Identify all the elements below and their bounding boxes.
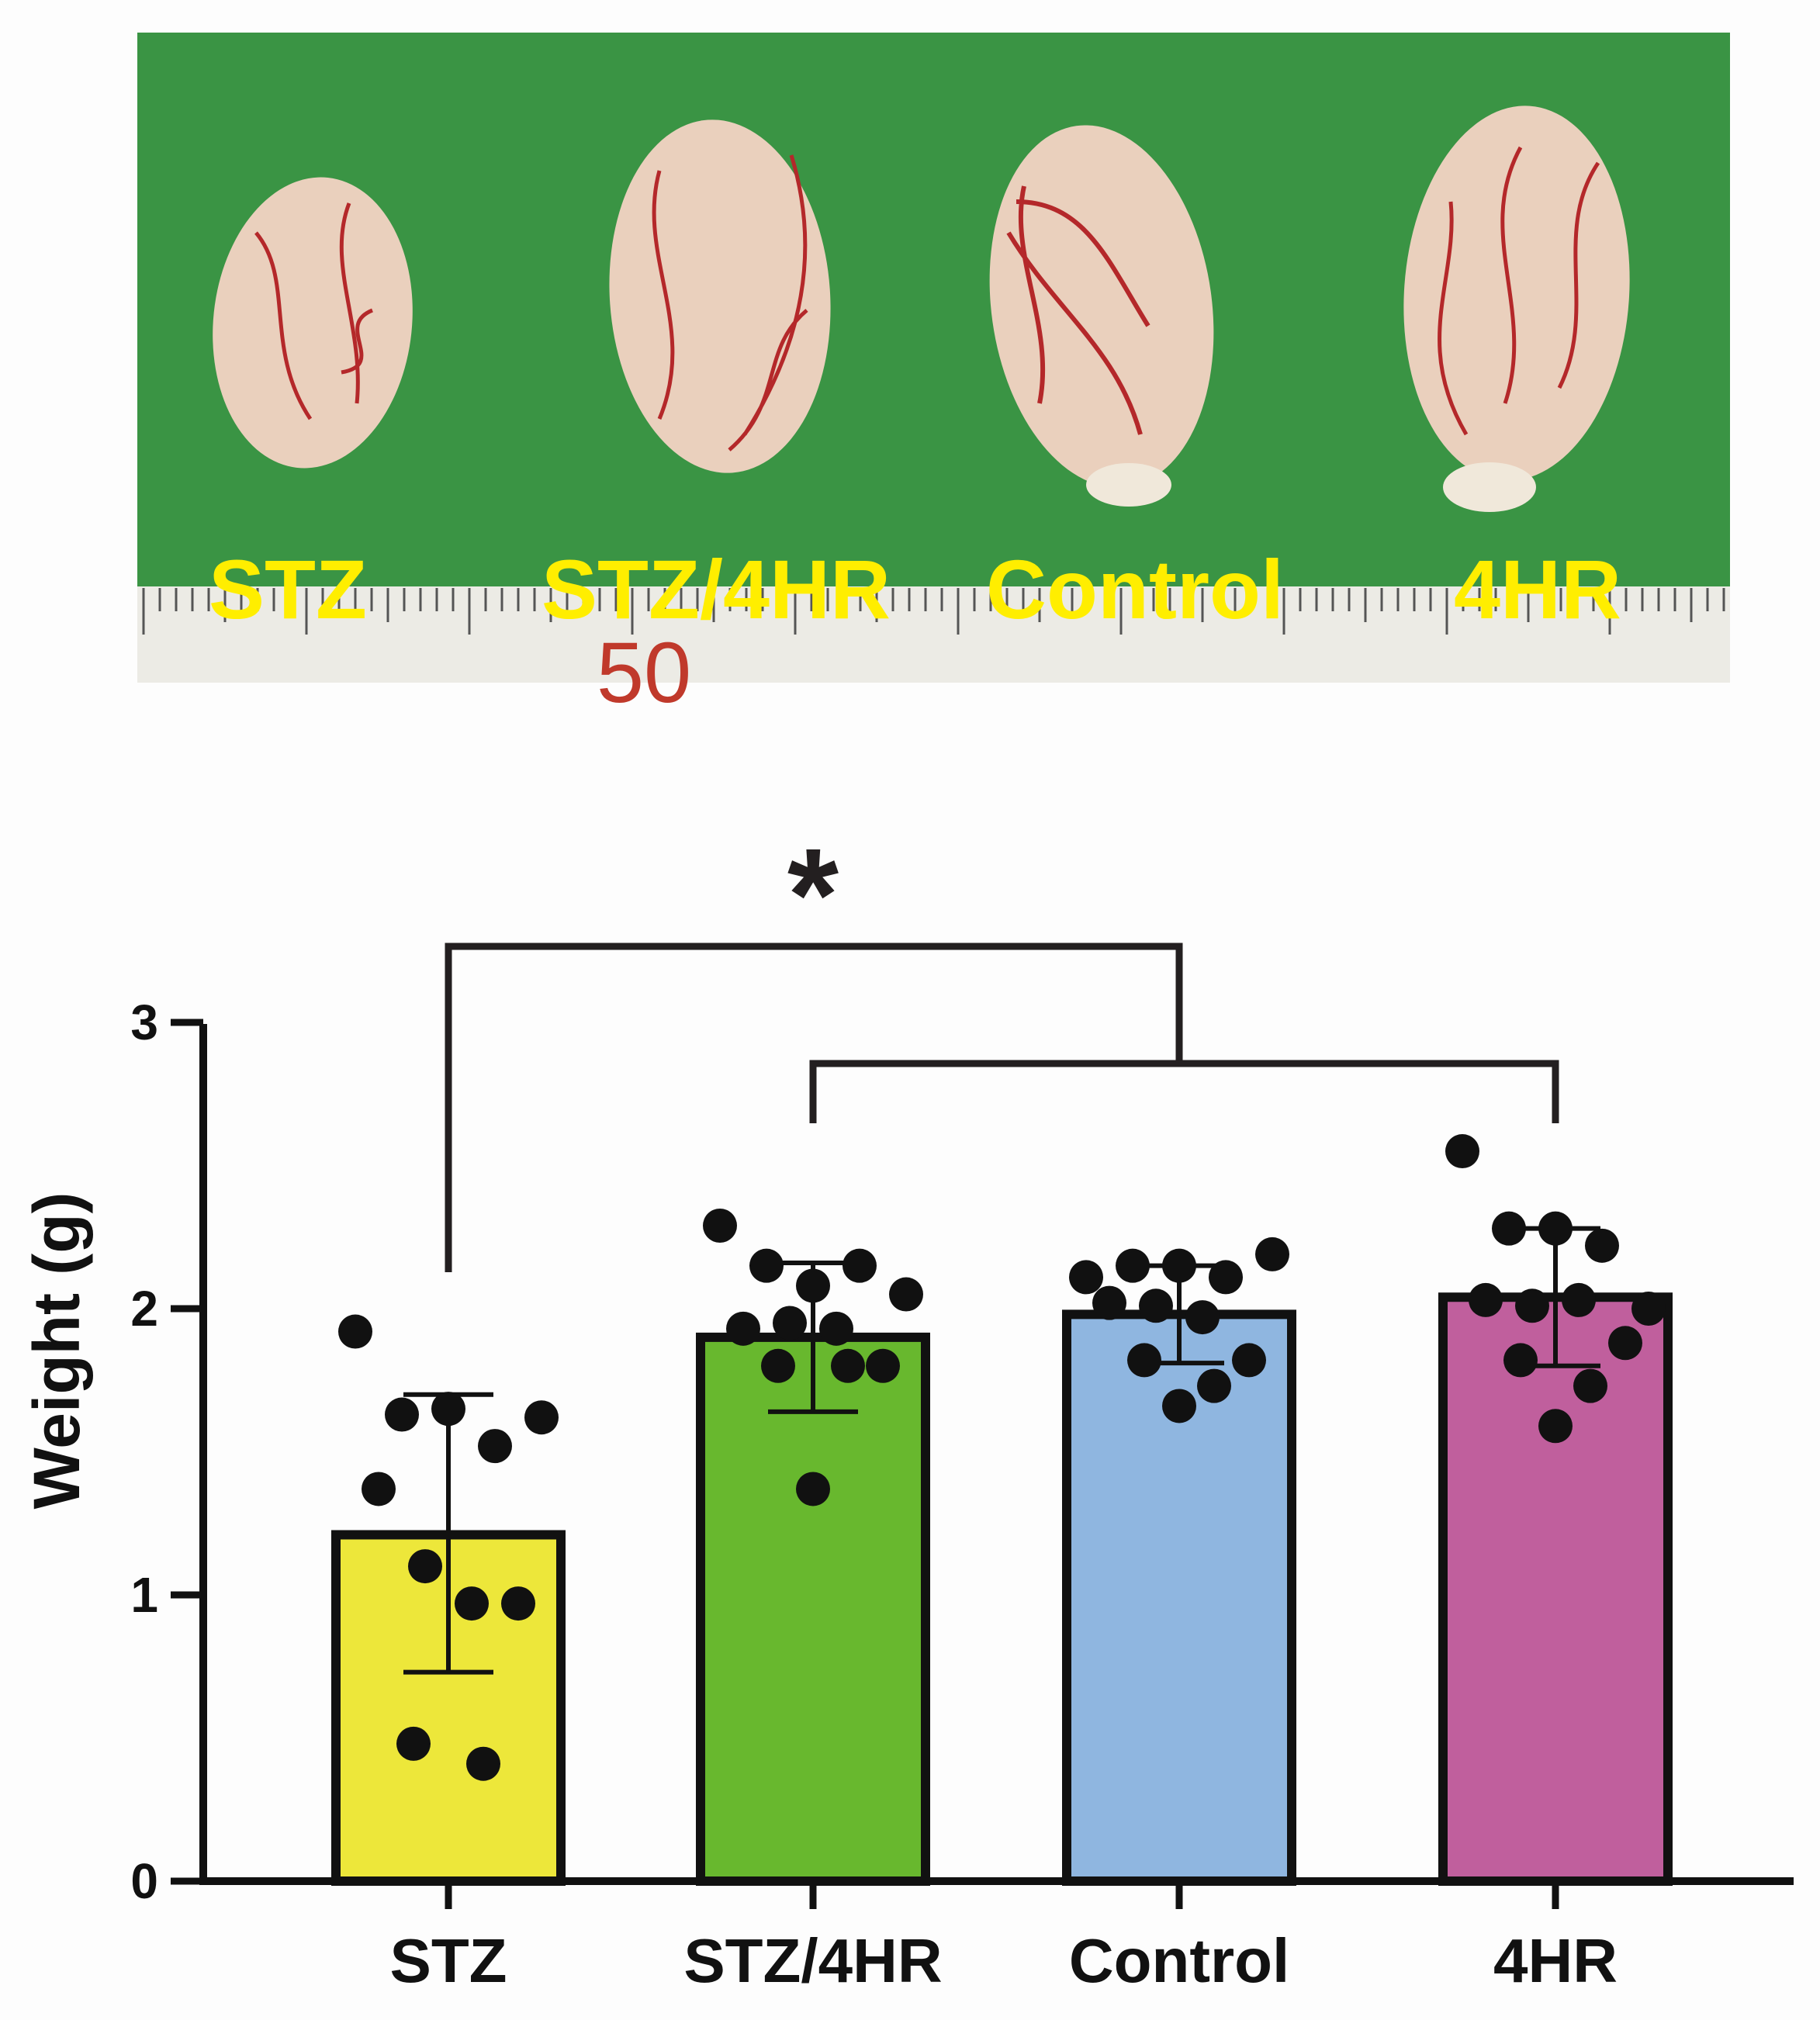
data-point [1116,1248,1150,1283]
data-point [1209,1260,1243,1295]
photo-label-stz: STZ [209,542,367,636]
data-point [1469,1282,1503,1317]
data-point [749,1248,784,1283]
ruler-ticks [142,588,1725,635]
data-point [478,1429,512,1464]
bar-stz-4hr [696,1332,930,1886]
data-point [501,1586,535,1621]
data-point [1197,1368,1231,1403]
significance-bracket: * [445,821,1559,1272]
data-point [1608,1326,1642,1361]
data-point [1562,1282,1596,1317]
data-point [843,1248,877,1283]
x-tick-label: Control [1069,1926,1289,1995]
photo-label-4hr: 4HR [1454,542,1621,636]
data-point [726,1311,760,1346]
data-point [796,1268,830,1303]
ruler-number: 50 [597,625,691,721]
data-point [1232,1343,1266,1378]
bars [331,1292,1673,1886]
x-tick-label: 4HR [1493,1926,1618,1995]
data-point [703,1208,737,1243]
data-point [761,1348,795,1383]
data-point [1069,1260,1103,1295]
data-point [1445,1134,1479,1169]
testis-specimen-4hr [1403,105,1630,512]
data-point [1162,1248,1196,1283]
bracket-outer [445,943,1183,1272]
y-tick-label: 0 [130,1853,158,1909]
data-point [1573,1368,1607,1403]
y-ticks: 0 1 2 3 [130,994,203,1909]
data-point [1185,1300,1220,1335]
data-point [1139,1288,1173,1323]
x-tick-label: STZ/4HR [683,1926,942,1995]
y-tick-label: 1 [130,1567,158,1623]
data-points [338,1134,1666,1781]
data-point [773,1306,807,1340]
photo-panel: 50 STZ STZ/4HR Control 4HR [137,33,1730,721]
data-point [1127,1343,1161,1378]
data-point [524,1400,559,1435]
data-point [455,1586,489,1621]
y-tick-label: 2 [130,1281,158,1337]
y-tick-label: 3 [130,994,158,1050]
data-point [819,1311,853,1346]
data-point [1255,1237,1289,1271]
data-point [796,1472,830,1506]
error-bars [403,1226,1600,1675]
testis-specimen-stz [213,177,413,469]
data-point [1162,1389,1196,1423]
data-point [1492,1211,1526,1246]
testis-specimen-control [989,125,1214,507]
data-point [1538,1211,1573,1246]
data-point [385,1397,419,1432]
bar-4hr [1438,1292,1673,1886]
testis-specimen-stz-4hr [609,119,831,473]
data-point [1585,1228,1619,1263]
x-ticks: STZ STZ/4HR Control 4HR [389,1881,1618,1995]
ruler: 50 [137,586,1730,721]
data-point [889,1277,923,1312]
data-point [338,1314,372,1349]
data-point [1631,1292,1666,1326]
x-tick-label: STZ [389,1926,507,1995]
data-point [408,1549,442,1584]
photo-label-control: Control [986,542,1284,636]
data-point [831,1348,865,1383]
data-point [1503,1343,1538,1378]
photo-label-stz-4hr: STZ/4HR [542,542,891,636]
data-point [866,1348,900,1383]
data-point [466,1746,500,1781]
data-point [1515,1288,1549,1323]
y-axis-title: Weight (g) [20,1192,93,1509]
data-point [396,1726,431,1761]
significance-star: * [787,821,839,969]
data-point [362,1472,396,1506]
bar-chart: 0 1 2 3 STZ STZ/4HR Control 4HR Weight (g) * [20,821,1794,1995]
data-point [1092,1285,1126,1320]
data-point [1538,1409,1573,1444]
data-point [431,1392,465,1427]
bracket-inner [809,1060,1559,1123]
